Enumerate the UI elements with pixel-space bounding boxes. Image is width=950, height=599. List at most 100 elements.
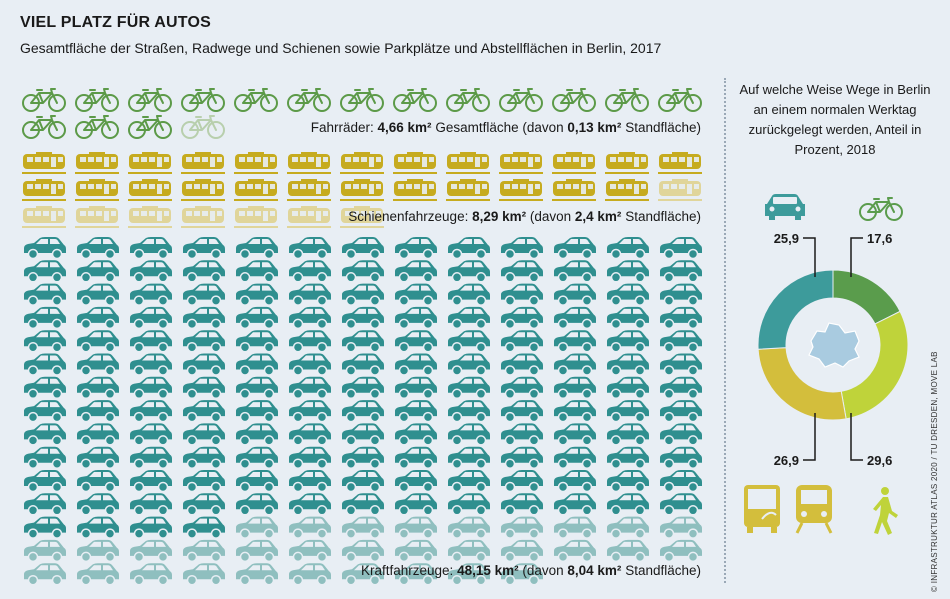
bicycle-icon (128, 115, 172, 139)
bicycle-icon (128, 88, 172, 112)
car-icon-parked (554, 539, 596, 563)
value-label-public-transport: 26,9 (774, 453, 799, 468)
tram-icon-parked (287, 206, 331, 228)
car-icon-parked (183, 539, 225, 563)
car-icon (289, 260, 331, 283)
bicycle-icon (340, 88, 384, 112)
car-icon (77, 446, 119, 469)
car-icon (289, 376, 331, 400)
car-icon (660, 260, 702, 283)
car-icon (607, 237, 649, 260)
car-icon (24, 306, 66, 330)
car-icon (24, 493, 66, 516)
car-icon (236, 423, 278, 446)
car-icon (183, 446, 225, 469)
car-icon (289, 353, 331, 376)
bicycle-icon (605, 88, 649, 112)
car-icon (501, 260, 543, 283)
car-icon (607, 376, 649, 400)
car-icon (77, 353, 119, 376)
car-icon (289, 493, 331, 516)
car-icon-parked (77, 539, 119, 563)
car-icon (183, 470, 225, 493)
car-icon (501, 470, 543, 493)
car-icon (554, 260, 596, 283)
car-icon (77, 470, 119, 493)
car-icon (554, 237, 596, 260)
car-icon (395, 446, 437, 469)
bicycle-icon (287, 88, 331, 112)
car-icon-parked (395, 539, 437, 563)
tram-icon (128, 152, 172, 174)
car-icon (554, 283, 596, 306)
leader-line-bicycle (850, 237, 863, 277)
car-icon (130, 423, 172, 446)
donut-slice-bicycle (832, 269, 901, 325)
car-icon (554, 330, 596, 353)
car-icon-parked (554, 516, 596, 539)
car-icon (501, 493, 543, 516)
car-icon (77, 376, 119, 400)
car-icon (395, 260, 437, 283)
tram-icon (75, 179, 119, 201)
car-icon (77, 306, 119, 330)
car-icon (660, 237, 702, 260)
car-icon (289, 400, 331, 423)
car-icon (77, 260, 119, 283)
car-icon (289, 306, 331, 330)
car-icon (183, 260, 225, 283)
tram-icon (181, 179, 225, 201)
car-icon (183, 306, 225, 330)
car-icon-parked (183, 563, 225, 586)
car-icon (183, 237, 225, 260)
car-icon (660, 423, 702, 446)
car-icon (130, 493, 172, 516)
car-icon (236, 400, 278, 423)
car-icon-parked (342, 539, 384, 563)
car-icon (607, 330, 649, 353)
car-icon (501, 237, 543, 260)
car-icon-parked (130, 539, 172, 563)
bikes-total: 4,66 km² (377, 120, 432, 135)
tram-icon (181, 152, 225, 174)
car-icon (448, 237, 490, 260)
value-label-car: 25,9 (774, 231, 799, 246)
tram-icon (552, 179, 596, 201)
bicycle-icon (234, 88, 278, 112)
car-icon (183, 493, 225, 516)
car-icon-parked (448, 539, 490, 563)
value-label-walking: 29,6 (867, 453, 892, 468)
tram-icon (234, 152, 278, 174)
tram-icon (658, 152, 702, 174)
car-icon-parked (236, 563, 278, 586)
tram-icon (75, 152, 119, 174)
car-icon (660, 446, 702, 469)
tram-icon (446, 152, 490, 174)
rail-label: Schienenfahrzeuge: 8,29 km² (davon 2,4 k… (348, 209, 701, 224)
tram-icon (393, 152, 437, 174)
car-icon-parked (289, 539, 331, 563)
car-icon (395, 330, 437, 353)
car-icon (24, 283, 66, 306)
car-icon-parked (24, 563, 66, 586)
car-icon (342, 446, 384, 469)
car-icon (289, 470, 331, 493)
car-icon (395, 237, 437, 260)
car-icon (554, 353, 596, 376)
car-icon (130, 283, 172, 306)
car-icon (554, 446, 596, 469)
rail-parked: 2,4 km² (574, 209, 622, 224)
car-icon (342, 260, 384, 283)
car-icon (660, 470, 702, 493)
tram-icon (605, 179, 649, 201)
car-icon (448, 376, 490, 400)
car-icon (607, 306, 649, 330)
car-icon (24, 237, 66, 260)
car-icon (607, 470, 649, 493)
car-icon (24, 446, 66, 469)
car-icon (660, 493, 702, 516)
car-icon (395, 493, 437, 516)
car-icon-parked (607, 539, 649, 563)
pedestrian-icon (873, 487, 898, 535)
bicycle-icon (658, 88, 702, 112)
